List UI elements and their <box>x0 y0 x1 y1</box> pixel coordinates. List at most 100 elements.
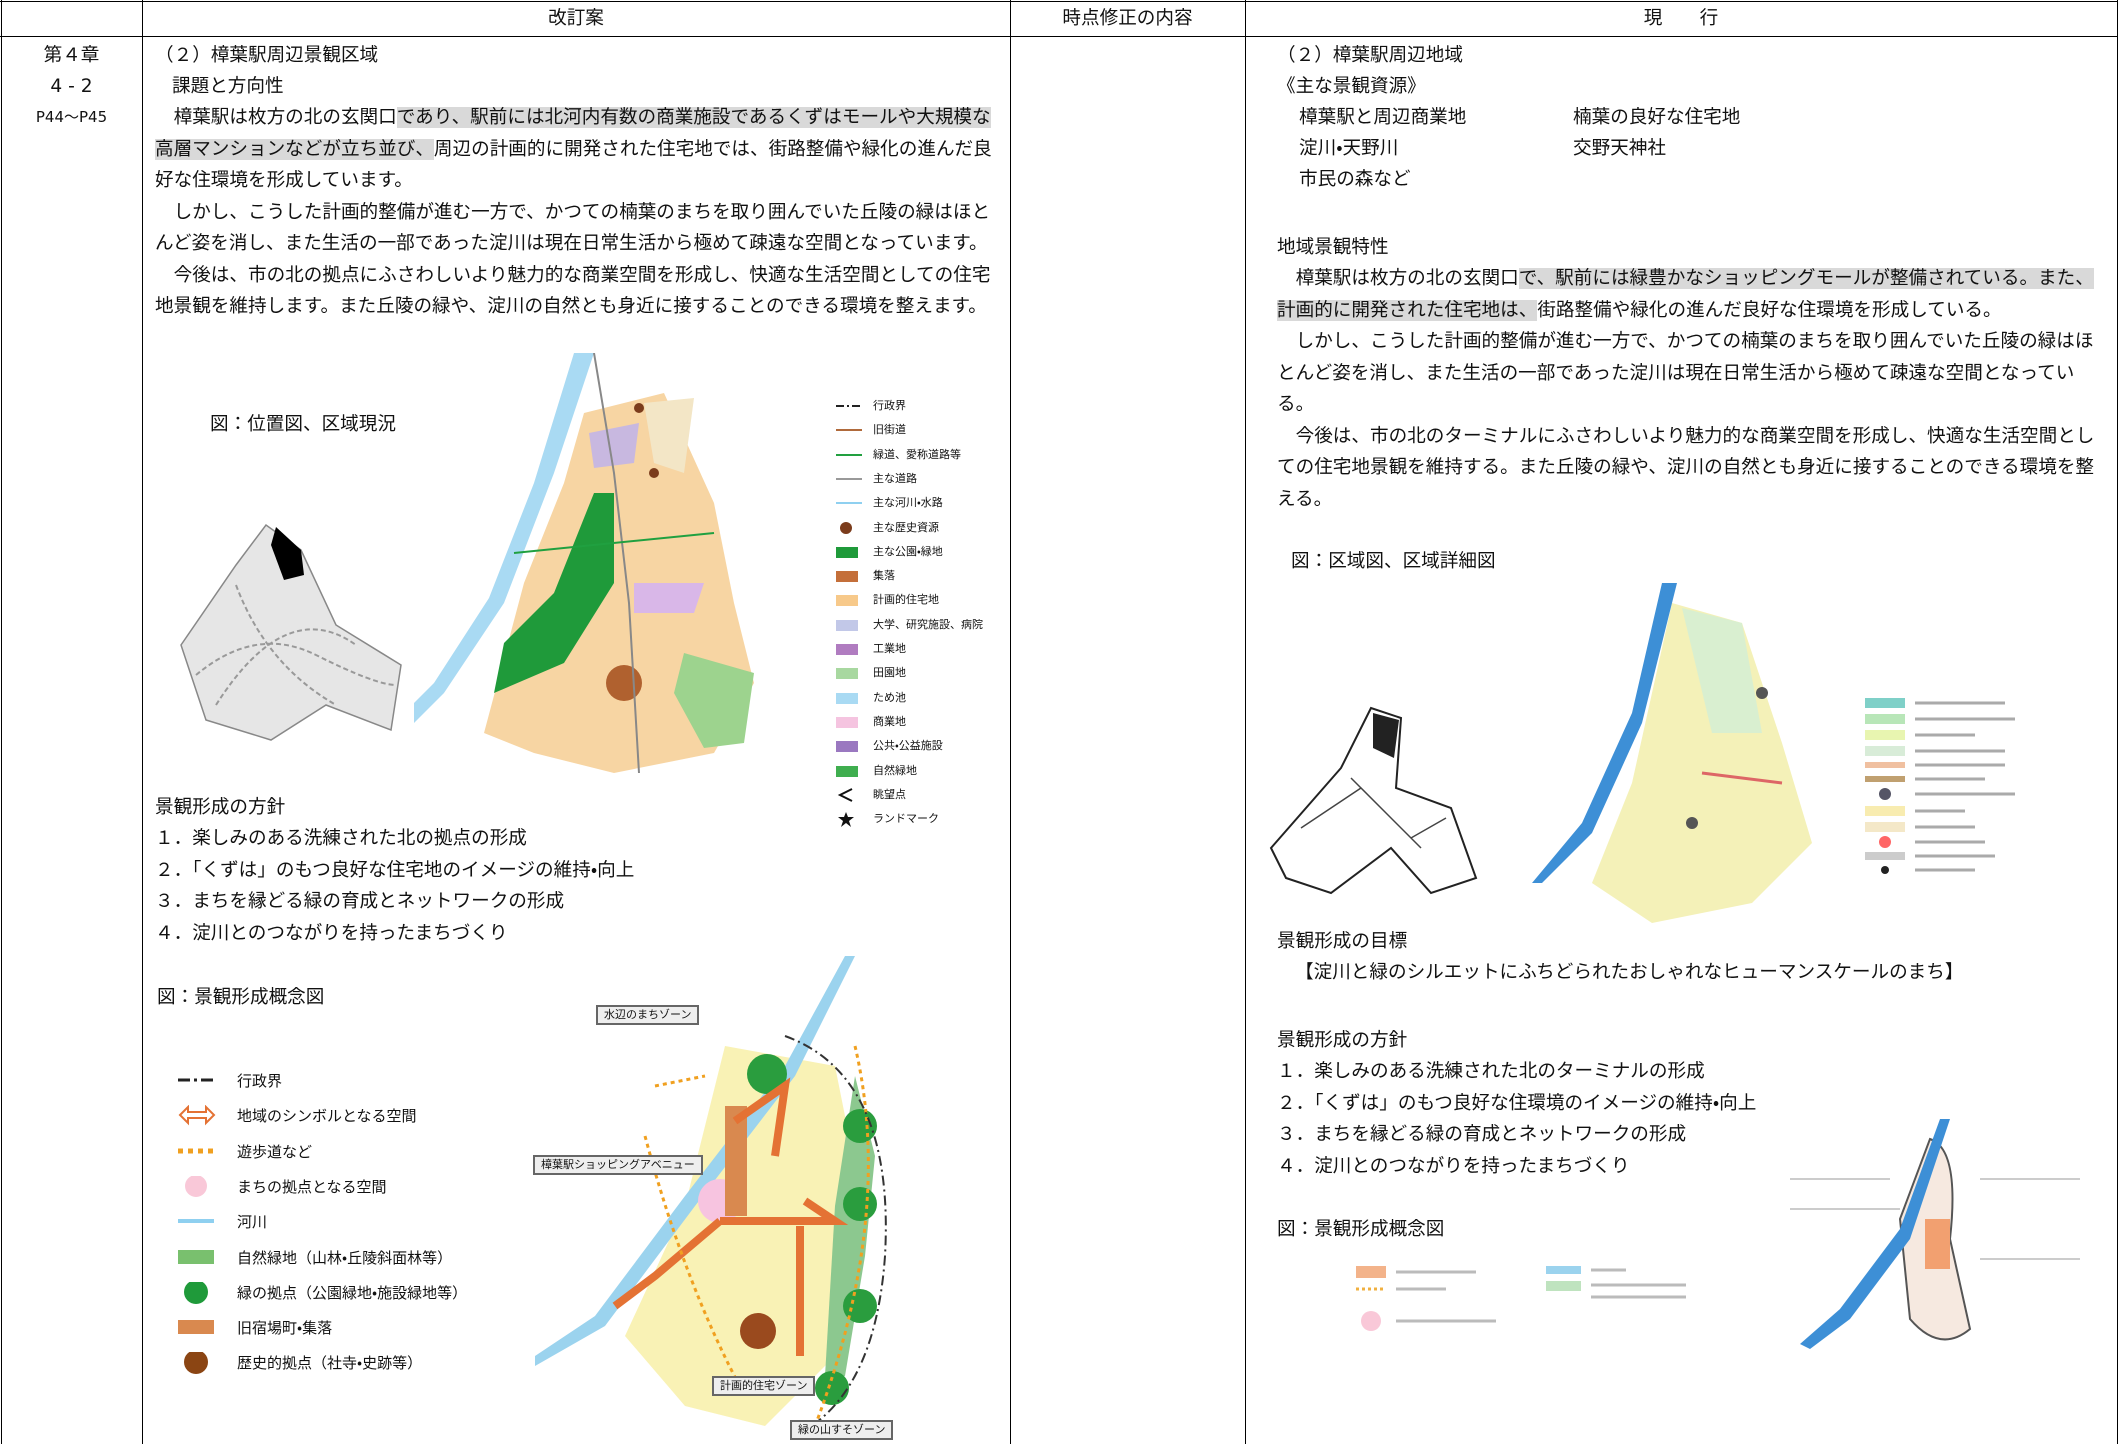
legend-label: 自然緑地 <box>873 763 917 777</box>
table-border <box>1010 0 1011 1444</box>
header-cell: 現 行 <box>1643 8 1719 29</box>
paragraph: 今後は、市の北のターミナルにふさわしいより魅力的な商業空間を形成し、快適な生活空… <box>1277 421 2107 516</box>
legend-label: 主な歴史資源 <box>873 520 939 534</box>
section-title: （２）樟葉駅周辺景観区域 <box>155 45 379 66</box>
legend-label: 旧街道 <box>873 423 906 437</box>
legend-icon <box>836 429 862 432</box>
map-label: 緑の山すそゾーン <box>790 1420 894 1440</box>
legend-icon <box>836 644 858 655</box>
table-border <box>142 0 143 1444</box>
district-map <box>1269 706 1478 895</box>
legend-label: 主な河川・水路 <box>873 496 943 510</box>
legend-label: 工業地 <box>873 642 906 655</box>
legend-label: 自然緑地（山林・丘陵斜面林等） <box>237 1248 453 1267</box>
legend-label: 田園地 <box>873 666 906 680</box>
policy-item: ２．「くずは」のもつ良好な住環境のイメージの維持・向上 <box>1277 1092 1757 1114</box>
text: 周辺の計画的に開発された住宅地では、街路整備や緑化の進んだ良好な住環境を形成して… <box>155 138 992 192</box>
legend-icon <box>836 453 862 456</box>
legend-icon <box>178 1148 214 1154</box>
resource-item: 市民の森など <box>1299 169 1411 190</box>
legend-icon <box>838 812 854 828</box>
legend-label: 地域のシンボルとなる空間 <box>237 1107 417 1126</box>
text: 今後は、市の北のターミナルにふさわしいより魅力的な商業空間を形成し、快適な生活空… <box>1277 425 2095 510</box>
map-label: 計画的住宅ゾーン <box>712 1376 816 1396</box>
concept-legend <box>1356 1266 1686 1331</box>
legend-label: ランドマーク <box>873 812 939 826</box>
text: 樟葉駅は枚方の北の玄関口 <box>1295 268 1519 289</box>
concept-map-small <box>1790 1119 2080 1349</box>
legend-label: 眺望点 <box>873 787 906 801</box>
legend-label: 集落 <box>873 569 895 583</box>
subheading: 景観形成の目標 <box>1277 931 1408 952</box>
figure-caption: 図：区域図、区域詳細図 <box>1291 551 1496 572</box>
legend-icon <box>836 765 858 777</box>
legend-label: 歴史的拠点（社寺・史跡等） <box>237 1354 423 1373</box>
legend-label: 行政界 <box>237 1072 283 1090</box>
legend-icon <box>178 1105 216 1126</box>
policy-item: ３．まちを縁どる緑の育成とネットワークの形成 <box>1277 1124 1687 1145</box>
text: しかし、こうした計画的整備が進む一方で、かつての楠葉のまちを取り囲んでいた丘陵の… <box>155 201 991 255</box>
paragraph: しかし、こうした計画的整備が進む一方で、かつての楠葉のまちを取り囲んでいた丘陵の… <box>155 197 1007 260</box>
paragraph: 樟葉駅は枚方の北の玄関口であり、駅前には北河内有数の商業施設であるくずはモールや… <box>155 102 1007 197</box>
legend-icon <box>184 1281 208 1304</box>
subheading: 地域景観特性 <box>1277 237 1389 258</box>
map-label: 水辺のまちゾーン <box>596 1005 700 1025</box>
section: 4 - 2 <box>50 76 93 97</box>
legend-icon <box>836 741 858 753</box>
legend-icon <box>178 1078 216 1082</box>
resource-item: 交野天神社 <box>1573 138 1666 159</box>
pages: P44～P45 <box>35 108 108 126</box>
policy-item: ４．淀川とのつながりを持ったまちづくり <box>1277 1155 1630 1177</box>
legend-label: 行政界 <box>873 399 906 412</box>
policy-item: １．楽しみのある洗練された北のターミナルの形成 <box>1277 1061 1705 1082</box>
text: 街路整備や緑化の進んだ良好な住環境を形成している。 <box>1537 299 2002 321</box>
table-border <box>1245 0 1246 1444</box>
legend-icon <box>836 619 858 631</box>
text: しかし、こうした計画的整備が進む一方で、かつての楠葉のまちを取り囲んでいた丘陵の… <box>1277 331 2094 415</box>
paragraph: しかし、こうした計画的整備が進む一方で、かつての楠葉のまちを取り囲んでいた丘陵の… <box>1277 326 2107 421</box>
paragraph: 樟葉駅は枚方の北の玄関口で、駅前には緑豊かなショッピングモールが整備されている。… <box>1277 263 2107 326</box>
legend-icon <box>836 502 862 505</box>
legend-label: 遊歩道など <box>237 1142 313 1161</box>
legend-label: 公共・公益施設 <box>873 739 943 753</box>
legend-icon <box>178 1320 214 1335</box>
legend-label: 緑の拠点（公園緑地・施設緑地等） <box>237 1283 468 1302</box>
district-detail-map <box>1532 583 1812 923</box>
figure-caption: 図：景観形成概念図 <box>1277 1219 1445 1240</box>
legend-icon <box>836 716 858 728</box>
paragraphs: 樟葉駅は枚方の北の玄関口であり、駅前には北河内有数の商業施設であるくずはモールや… <box>155 102 1007 323</box>
legend-icon <box>836 546 858 558</box>
legend-label: 主な公園・緑地 <box>873 544 943 558</box>
legend-label: 緑道、愛称道路等 <box>873 447 961 461</box>
legend-icon <box>178 1249 214 1264</box>
chapter: 第４章 <box>43 45 100 66</box>
concept-map <box>535 956 887 1437</box>
legend-label: 大学、研究施設、病院 <box>873 617 983 631</box>
legend-icon <box>836 571 858 583</box>
resource-item: 楠葉の良好な住宅地 <box>1573 107 1741 128</box>
legend-icon <box>184 1352 208 1375</box>
resource-item: 淀川・天野川 <box>1299 138 1399 159</box>
policy-item: ２．「くずは」のもつ良好な住宅地のイメージの維持・向上 <box>155 859 635 881</box>
text: 今後は、市の北の拠点にふさわしいより魅力的な商業空間を形成し、快適な生活空間とし… <box>155 264 991 318</box>
legend-icon <box>185 1175 207 1197</box>
resource-item: 樟葉駅と周辺商業地 <box>1299 107 1467 128</box>
detail-legend <box>1865 698 2015 874</box>
table-border <box>0 1 2118 2</box>
paragraph: 今後は、市の北の拠点にふさわしいより魅力的な商業空間を形成し、快適な生活空間とし… <box>155 260 1007 323</box>
table-border <box>2117 0 2118 1444</box>
legend-label: 商業地 <box>873 714 906 728</box>
policy-item: ３．まちを縁どる緑の育成とネットワークの形成 <box>155 891 565 912</box>
header-cell: 時点修正の内容 <box>1062 8 1193 29</box>
figure-caption: 図：景観形成概念図 <box>157 987 325 1008</box>
table-border <box>0 36 2118 37</box>
subheading: 景観形成の方針 <box>155 797 286 818</box>
legend-label: 河川 <box>237 1213 268 1232</box>
map-label: 樟葉駅ショッピングアベニュー <box>533 1155 703 1175</box>
situation-map <box>414 353 754 774</box>
location-map <box>180 523 402 741</box>
legend-icon <box>840 521 852 534</box>
legend-icon <box>837 787 853 802</box>
subheading: 景観形成の方針 <box>1277 1030 1408 1051</box>
